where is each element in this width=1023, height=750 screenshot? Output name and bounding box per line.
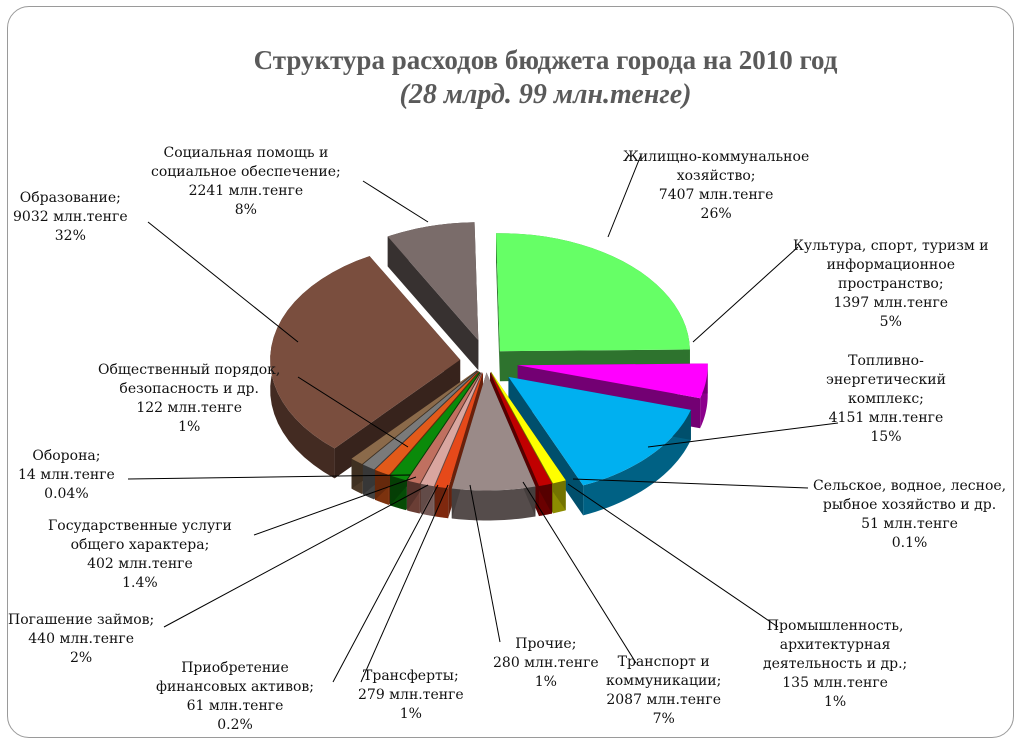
leader-line: [522, 481, 637, 664]
label-social: Социальная помощь и социальное обеспечени…: [151, 145, 341, 218]
label-pogashenie: Погашение займов; 440 млн.тенге 2%: [8, 612, 155, 666]
label-transferty: Трансферты; 279 млн.тенге 1%: [358, 668, 464, 722]
leader-line: [297, 376, 409, 448]
pie-slice-wall: [390, 371, 480, 506]
pie-slice: [387, 222, 479, 371]
pie-slice-top: [387, 222, 479, 341]
leader-line: [692, 246, 799, 343]
leader-line: [567, 483, 779, 628]
label-selskoe: Сельское, водное, лесное, рыбное хозяйств…: [813, 478, 1007, 551]
label-zhkh: Жилищно-коммунальное хозяйство; 7407 млн.т…: [623, 149, 810, 222]
pie-slice-top: [434, 372, 483, 489]
leader-line: [362, 180, 429, 223]
pie-slice-top: [374, 371, 479, 475]
pie-slice: [496, 233, 690, 382]
pie-slice-top: [490, 372, 553, 487]
label-transport: Транспорт и коммуникации; 2087 млн.тенге 7%: [606, 654, 722, 727]
label-obrazovanie: Образование; 9032 млн.тенге 32%: [13, 190, 128, 244]
pie-slice-top: [420, 372, 482, 487]
leader-line: [163, 484, 429, 628]
pie-slice-wall: [496, 233, 500, 382]
leader-line: [253, 476, 417, 536]
leader-line: [332, 484, 439, 683]
leader-line: [647, 422, 839, 448]
pie-slice: [451, 372, 536, 521]
chart-title: Структура расходов бюджета города на 201…: [253, 45, 838, 75]
pie-slice-top: [362, 370, 478, 470]
pie-slice-top: [390, 371, 480, 481]
label-tek: Топливно-энергетический комплекс; 4151 млн…: [826, 353, 946, 445]
pie-chart: [127, 154, 839, 683]
pie-slice-top: [508, 376, 691, 486]
leader-line: [360, 484, 449, 683]
pie-slice-side: [583, 409, 691, 516]
label-prochie: Прочие; 280 млн.тенге 1%: [493, 636, 599, 690]
leader-line: [469, 484, 501, 643]
chart-subtitle: (28 млрд. 99 млн.тенге): [399, 79, 692, 110]
pie-slice-top: [491, 371, 566, 484]
leader-line: [127, 474, 411, 480]
label-prom: Промышленность, архитектурная деятельность…: [763, 618, 908, 710]
pie-slice-top: [270, 256, 461, 449]
leader-line: [607, 154, 642, 238]
leader-line: [147, 221, 299, 343]
label-oborona: Оборона; 14 млн.тенге 0.04%: [18, 448, 115, 502]
slide-frame: Структура расходов бюджета города на 201…: [7, 6, 1014, 738]
pie-slice: [270, 256, 461, 479]
pie-slice-side: [700, 363, 708, 429]
pie-slice-top: [496, 233, 690, 352]
label-priobretenie: Приобретение финансовых активов; 61 млн.те…: [156, 660, 315, 733]
label-obshch: Общественный порядок, безопасность и др. 1…: [98, 362, 281, 435]
pie-slice-top: [451, 372, 536, 491]
pie-slice-top: [407, 371, 482, 484]
pie-slice-top: [351, 370, 478, 465]
label-gosuslugi: Государственные услуги общего характера; 4…: [48, 518, 232, 591]
pie-slice-side: [451, 486, 536, 521]
label-kultura: Культура, спорт, туризм и информационное п…: [793, 238, 989, 330]
pie-slice-wall: [387, 236, 479, 371]
pie-slice-top: [517, 363, 708, 399]
leader-line: [572, 478, 809, 489]
